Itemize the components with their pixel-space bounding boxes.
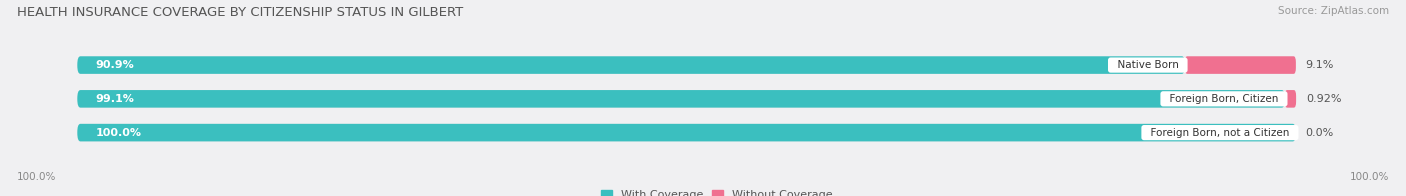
FancyBboxPatch shape: [1185, 56, 1296, 74]
Text: Foreign Born, Citizen: Foreign Born, Citizen: [1163, 94, 1285, 104]
Text: 0.0%: 0.0%: [1306, 128, 1334, 138]
Text: 100.0%: 100.0%: [1350, 172, 1389, 182]
Text: Native Born: Native Born: [1111, 60, 1185, 70]
Text: 0.92%: 0.92%: [1306, 94, 1341, 104]
Text: HEALTH INSURANCE COVERAGE BY CITIZENSHIP STATUS IN GILBERT: HEALTH INSURANCE COVERAGE BY CITIZENSHIP…: [17, 6, 463, 19]
FancyBboxPatch shape: [77, 90, 1296, 108]
Text: 90.9%: 90.9%: [96, 60, 135, 70]
Text: Source: ZipAtlas.com: Source: ZipAtlas.com: [1278, 6, 1389, 16]
Text: 99.1%: 99.1%: [96, 94, 135, 104]
FancyBboxPatch shape: [77, 90, 1285, 108]
Text: 9.1%: 9.1%: [1306, 60, 1334, 70]
FancyBboxPatch shape: [1285, 90, 1296, 108]
Legend: With Coverage, Without Coverage: With Coverage, Without Coverage: [596, 185, 838, 196]
FancyBboxPatch shape: [77, 56, 1296, 74]
FancyBboxPatch shape: [77, 56, 1185, 74]
FancyBboxPatch shape: [77, 124, 1296, 141]
Text: Foreign Born, not a Citizen: Foreign Born, not a Citizen: [1144, 128, 1296, 138]
Text: 100.0%: 100.0%: [17, 172, 56, 182]
Text: 100.0%: 100.0%: [96, 128, 142, 138]
FancyBboxPatch shape: [77, 124, 1296, 141]
